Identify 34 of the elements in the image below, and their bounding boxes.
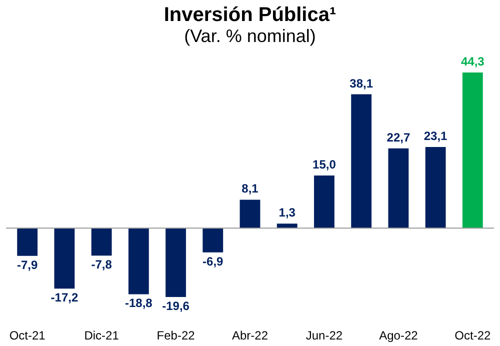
data-label: -19,6 [162, 299, 190, 314]
chart-title: Inversión Pública¹ [164, 4, 336, 26]
chart-subtitle: (Var. % nominal) [184, 26, 316, 46]
bar [351, 94, 372, 228]
data-label: -17,2 [50, 290, 78, 305]
bar [166, 228, 186, 298]
data-label: 22,7 [386, 130, 410, 144]
data-label: 8,1 [242, 182, 259, 196]
bar [128, 228, 149, 294]
data-label: 23,1 [424, 128, 448, 143]
bar [202, 228, 224, 252]
data-label: -7,8 [91, 258, 112, 272]
x-tick-label: Oct-21 [9, 328, 46, 342]
x-tick-label: Dic-21 [84, 328, 120, 342]
data-label: 1,3 [278, 206, 296, 220]
data-label: 15,0 [312, 157, 336, 172]
x-tick-label: Oct-22 [454, 328, 491, 342]
bar [462, 72, 483, 228]
x-tick-label: Abr-22 [232, 328, 268, 342]
x-tick-label: Jun-22 [306, 328, 343, 342]
bar [91, 228, 112, 256]
data-label: 44,3 [460, 54, 485, 68]
bar [240, 200, 260, 228]
bar [425, 146, 446, 228]
x-tick-label: Ago-22 [379, 328, 418, 342]
data-label: -6,9 [202, 254, 224, 268]
bar [54, 228, 75, 289]
data-label: -18,8 [124, 296, 153, 310]
bar [314, 175, 334, 228]
data-label: 38,1 [350, 76, 374, 90]
x-tick-label: Feb-22 [156, 328, 196, 342]
bar [388, 148, 409, 228]
data-label: -7,9 [16, 258, 38, 272]
bar [17, 228, 38, 256]
